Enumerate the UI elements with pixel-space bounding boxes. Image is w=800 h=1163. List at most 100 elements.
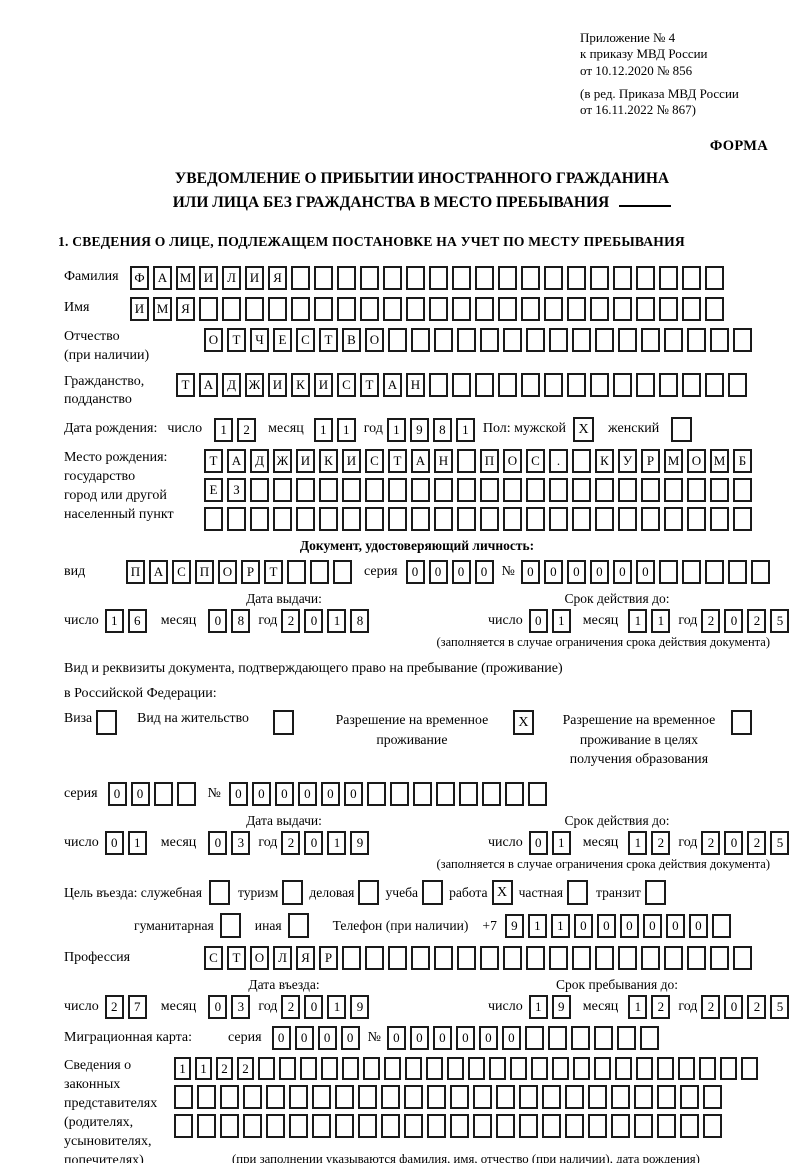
char-cell[interactable]	[176, 782, 196, 807]
char-cell[interactable]	[383, 296, 402, 321]
char-cell[interactable]: П	[480, 449, 499, 474]
char-cell[interactable]	[680, 1114, 699, 1139]
char-cell[interactable]: 0	[566, 560, 586, 585]
char-cell[interactable]	[227, 507, 246, 532]
char-cell[interactable]	[411, 478, 430, 503]
char-cell[interactable]: 0	[405, 560, 425, 585]
char-cell[interactable]: 0	[274, 782, 294, 807]
char-cell[interactable]: 0	[304, 831, 324, 856]
char-cell[interactable]	[457, 946, 476, 971]
char-cell[interactable]: 0	[573, 913, 593, 938]
char-cell[interactable]: 0	[478, 1026, 498, 1051]
char-cell[interactable]	[641, 507, 660, 532]
char-cell[interactable]: 3	[231, 831, 251, 856]
char-cell[interactable]	[337, 296, 356, 321]
char-cell[interactable]: М	[710, 449, 729, 474]
char-cell[interactable]	[220, 1114, 239, 1139]
char-cell[interactable]: 1	[628, 995, 648, 1020]
char-cell[interactable]	[567, 265, 586, 290]
temp-residence-checkbox[interactable]: X	[512, 710, 534, 736]
char-cell[interactable]	[503, 327, 522, 352]
char-cell[interactable]	[531, 1057, 548, 1081]
char-cell[interactable]	[618, 946, 637, 971]
char-cell[interactable]: К	[291, 372, 310, 397]
char-cell[interactable]: 3	[231, 995, 251, 1020]
char-cell[interactable]	[611, 1085, 630, 1110]
char-cell[interactable]	[197, 1114, 216, 1139]
residence-permit-checkbox[interactable]	[272, 710, 294, 736]
char-cell[interactable]	[613, 296, 632, 321]
char-cell[interactable]	[174, 1114, 193, 1139]
char-cell[interactable]	[595, 478, 614, 503]
char-cell[interactable]: Т	[204, 449, 223, 474]
char-cell[interactable]: Е	[273, 327, 292, 352]
char-cell[interactable]: С	[337, 372, 356, 397]
char-cell[interactable]	[611, 1114, 630, 1139]
char-cell[interactable]	[360, 265, 379, 290]
char-cell[interactable]	[705, 265, 724, 290]
char-cell[interactable]	[480, 507, 499, 532]
char-cell[interactable]	[590, 265, 609, 290]
char-cell[interactable]: 1	[628, 609, 648, 634]
char-cell[interactable]: 8	[432, 417, 452, 442]
char-cell[interactable]	[388, 478, 407, 503]
char-cell[interactable]	[572, 327, 591, 352]
char-cell[interactable]: И	[342, 449, 361, 474]
char-cell[interactable]	[335, 1085, 354, 1110]
char-cell[interactable]: 0	[724, 609, 744, 634]
char-cell[interactable]	[588, 1085, 607, 1110]
char-cell[interactable]: 2	[747, 609, 767, 634]
char-cell[interactable]: Д	[222, 372, 241, 397]
char-cell[interactable]	[527, 782, 547, 807]
char-cell[interactable]: 9	[551, 995, 571, 1020]
char-cell[interactable]	[475, 265, 494, 290]
char-cell[interactable]	[384, 1057, 401, 1081]
char-cell[interactable]	[641, 946, 660, 971]
char-cell[interactable]	[616, 1026, 636, 1051]
char-cell[interactable]: 2	[747, 995, 767, 1020]
char-cell[interactable]	[733, 507, 752, 532]
char-cell[interactable]: 1	[327, 831, 347, 856]
char-cell[interactable]: Ж	[273, 449, 292, 474]
char-cell[interactable]	[521, 296, 540, 321]
char-cell[interactable]	[342, 1057, 359, 1081]
char-cell[interactable]	[659, 372, 678, 397]
char-cell[interactable]	[411, 507, 430, 532]
char-cell[interactable]	[658, 560, 678, 585]
char-cell[interactable]	[618, 327, 637, 352]
char-cell[interactable]: Е	[204, 478, 223, 503]
char-cell[interactable]: 1	[651, 609, 671, 634]
char-cell[interactable]	[687, 327, 706, 352]
char-cell[interactable]	[503, 478, 522, 503]
char-cell[interactable]: 8	[350, 609, 370, 634]
char-cell[interactable]	[266, 1114, 285, 1139]
char-cell[interactable]: Т	[176, 372, 195, 397]
char-cell[interactable]	[365, 478, 384, 503]
char-cell[interactable]: А	[153, 265, 172, 290]
char-cell[interactable]: 0	[340, 1026, 360, 1051]
char-cell[interactable]	[197, 1085, 216, 1110]
char-cell[interactable]: 2	[651, 995, 671, 1020]
char-cell[interactable]	[381, 1114, 400, 1139]
char-cell[interactable]	[498, 265, 517, 290]
char-cell[interactable]	[636, 265, 655, 290]
char-cell[interactable]	[657, 1114, 676, 1139]
char-cell[interactable]	[733, 327, 752, 352]
char-cell[interactable]: 7	[127, 995, 147, 1020]
purpose-tourism-checkbox[interactable]	[282, 880, 304, 906]
char-cell[interactable]	[434, 327, 453, 352]
char-cell[interactable]: 1	[386, 417, 406, 442]
char-cell[interactable]: 0	[386, 1026, 406, 1051]
purpose-work-checkbox[interactable]: X	[491, 880, 513, 906]
char-cell[interactable]: 0	[208, 995, 228, 1020]
char-cell[interactable]: 2	[281, 995, 301, 1020]
char-cell[interactable]	[337, 265, 356, 290]
char-cell[interactable]: Я	[268, 265, 287, 290]
char-cell[interactable]	[475, 372, 494, 397]
char-cell[interactable]	[458, 782, 478, 807]
char-cell[interactable]: И	[130, 296, 149, 321]
char-cell[interactable]: 1	[174, 1057, 191, 1081]
char-cell[interactable]: 0	[304, 609, 324, 634]
char-cell[interactable]	[429, 372, 448, 397]
char-cell[interactable]	[245, 296, 264, 321]
